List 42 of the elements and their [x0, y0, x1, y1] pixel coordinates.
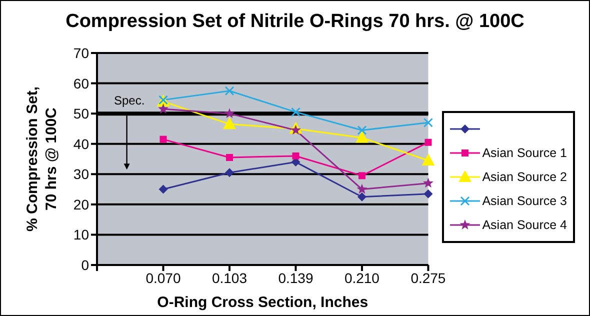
- legend-label: Asian Source 2: [482, 170, 567, 184]
- y-tick-label: 20: [73, 196, 90, 212]
- point: [226, 154, 233, 161]
- x-tick-label: 0.070: [146, 270, 181, 286]
- point: [158, 104, 168, 114]
- point: [224, 168, 234, 178]
- point: [422, 178, 434, 188]
- point: [355, 130, 368, 143]
- point: [422, 154, 435, 166]
- x-tick-label: 0.210: [344, 270, 380, 286]
- y-tick-label: 50: [73, 106, 90, 122]
- y-tick-label: 70: [73, 44, 90, 61]
- y-tick-label: 0: [81, 256, 90, 273]
- point: [290, 124, 301, 135]
- point: [357, 192, 366, 202]
- chart-title: Compression Set of Nitrile O-Rings 70 hrs. @ 100C: [64, 10, 526, 34]
- point: [158, 184, 168, 194]
- legend-label: Asian Source 3: [482, 194, 567, 208]
- x-tick-label: 0.139: [278, 270, 314, 286]
- y-tick-label: 60: [73, 75, 90, 92]
- legend-label: Asian Source 1: [482, 146, 567, 160]
- point: [224, 86, 234, 96]
- y-tick-label: 30: [73, 166, 90, 182]
- x-tick-label: 0.103: [212, 270, 248, 286]
- x-tick-label: 0.275: [410, 270, 446, 286]
- point: [222, 117, 236, 130]
- x-axis-title: O-Ring Cross Section, Inches: [157, 294, 368, 311]
- y-tick-label: 10: [73, 226, 90, 243]
- ref-line-label: Spec.: [114, 94, 145, 108]
- point: [424, 138, 432, 146]
- y-axis-title: % Compression Set, 70 hrs @ 100C: [24, 86, 60, 232]
- point: [423, 118, 433, 128]
- point: [424, 189, 433, 198]
- point: [224, 108, 235, 118]
- point: [290, 107, 300, 117]
- legend-label: Asian Source 4: [482, 218, 567, 232]
- point: [356, 184, 368, 194]
- point: [358, 172, 366, 180]
- point: [357, 125, 367, 135]
- point: [160, 136, 167, 143]
- y-tick-label: 40: [73, 136, 90, 152]
- point: [292, 152, 300, 160]
